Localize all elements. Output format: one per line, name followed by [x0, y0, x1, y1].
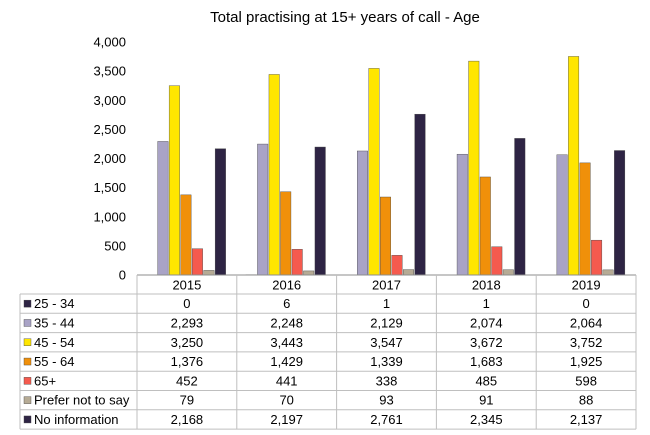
bars: [157, 56, 626, 276]
bar: [291, 249, 303, 276]
y-tick-label: 2,000: [93, 151, 126, 166]
bar: [568, 56, 580, 276]
data-label: 70: [279, 393, 293, 408]
bar: [456, 153, 468, 276]
data-label: 1,376: [171, 354, 204, 369]
data-label: 79: [180, 393, 194, 408]
series-name: 65+: [34, 373, 56, 388]
y-tick-label: 500: [104, 238, 126, 253]
bar: [468, 60, 480, 276]
data-label: 91: [479, 393, 493, 408]
data-label: 2,197: [270, 412, 303, 427]
legend-key: [23, 415, 32, 424]
data-label: 3,443: [270, 335, 303, 350]
bar: [502, 269, 514, 276]
series-name: 25 - 34: [34, 296, 74, 311]
bar: [191, 248, 203, 276]
bar: [368, 68, 380, 276]
y-tick-label: 1,000: [93, 209, 126, 224]
series-name: 45 - 54: [34, 335, 74, 350]
y-axis: 0 500 1,000 1,500 2,000 2,500 3,000 3,500 4,000: [93, 35, 126, 283]
y-tick-label: 0: [119, 268, 126, 283]
y-tick-label: 2,500: [93, 122, 126, 137]
bar: [257, 143, 269, 276]
data-label: 1: [383, 296, 390, 311]
series-name: No information: [34, 412, 119, 427]
chart-title: Total practising at 15+ years of call - …: [210, 9, 480, 26]
data-label: 338: [376, 373, 398, 388]
data-label: 1,339: [370, 354, 403, 369]
x-tick-label: 2017: [372, 278, 401, 293]
data-label: 441: [276, 373, 298, 388]
data-label: 0: [183, 296, 190, 311]
bar: [303, 270, 315, 276]
bar: [414, 113, 426, 276]
data-label: 2,345: [470, 412, 503, 427]
bar: [268, 74, 280, 276]
data-label: 2,293: [171, 315, 204, 330]
data-label: 2,074: [470, 315, 503, 330]
bar: [479, 176, 491, 276]
legend-key: [23, 338, 32, 346]
y-tick-label: 3,000: [93, 93, 126, 108]
bar: [403, 269, 414, 276]
series-name: 55 - 64: [34, 354, 74, 369]
data-label: 598: [575, 373, 597, 388]
bar: [614, 150, 626, 276]
y-tick-label: 3,500: [93, 64, 126, 79]
data-label: 3,752: [570, 335, 603, 350]
x-tick-label: 2019: [572, 278, 601, 293]
data-label: 2,064: [570, 315, 603, 330]
bar: [491, 246, 503, 276]
data-label: 1,429: [270, 354, 303, 369]
bar: [203, 270, 215, 276]
series-name: Prefer not to say: [34, 393, 130, 408]
x-tick-label: 2018: [472, 278, 501, 293]
bar: [579, 162, 591, 276]
data-table: 2015 2016 2017 2018 2019 25 - 34 0 6 1 1 0 35 - 44 2…: [19, 274, 637, 430]
bar: [391, 255, 403, 276]
data-label: 2,761: [370, 412, 403, 427]
legend-key: [23, 319, 32, 327]
legend-key: [23, 357, 32, 366]
bar: [556, 154, 568, 276]
legend-key: [23, 377, 32, 385]
data-label: 3,250: [171, 335, 204, 350]
bar: [380, 196, 391, 276]
data-label: 485: [475, 373, 497, 388]
series-name: 35 - 44: [34, 315, 74, 330]
y-tick-label: 1,500: [93, 180, 126, 195]
bar: [602, 269, 614, 276]
bar: [157, 141, 169, 276]
legend-key: [23, 299, 32, 308]
data-label: 2,129: [370, 315, 403, 330]
data-label: 1: [483, 296, 490, 311]
bar: [180, 194, 192, 276]
data-label: 3,547: [370, 335, 403, 350]
data-label: 1,683: [470, 354, 503, 369]
data-label: 88: [579, 393, 593, 408]
data-label: 0: [582, 296, 589, 311]
data-label: 6: [283, 296, 290, 311]
data-label: 2,248: [270, 315, 303, 330]
bar: [214, 148, 226, 276]
bar: [280, 191, 292, 276]
bar: [591, 239, 603, 276]
bar: [168, 85, 180, 276]
bar: [314, 146, 326, 276]
x-tick-label: 2016: [272, 278, 301, 293]
x-tick-label: 2015: [172, 278, 201, 293]
bar: [357, 150, 368, 276]
data-label: 2,168: [171, 412, 204, 427]
y-tick-label: 4,000: [93, 35, 126, 50]
data-label: 452: [176, 373, 198, 388]
data-label: 2,137: [570, 412, 603, 427]
data-label: 93: [379, 393, 393, 408]
bar: [514, 138, 526, 276]
data-label: 3,672: [470, 335, 503, 350]
legend-key: [23, 396, 32, 404]
data-label: 1,925: [570, 354, 603, 369]
